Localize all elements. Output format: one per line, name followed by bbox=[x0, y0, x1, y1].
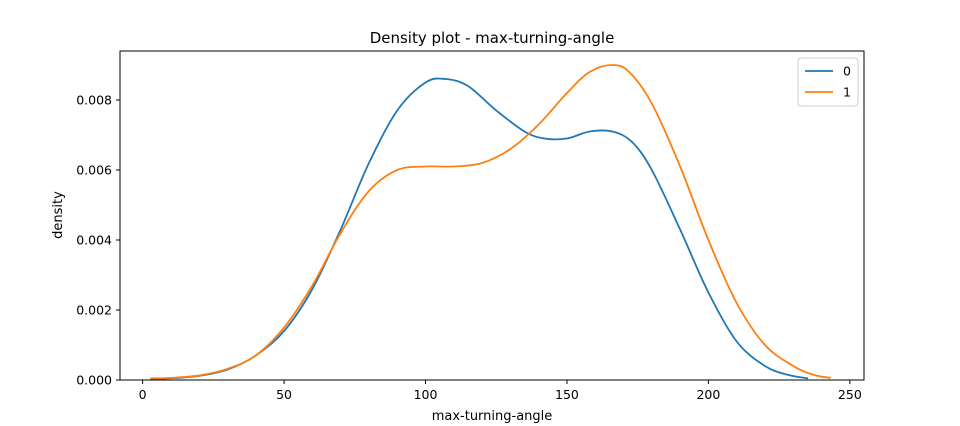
x-tick-label: 250 bbox=[838, 387, 862, 402]
y-tick-label: 0.002 bbox=[76, 303, 112, 318]
plot-frame bbox=[119, 50, 865, 381]
x-tick-label: 0 bbox=[139, 387, 147, 402]
y-axis-label: density bbox=[51, 191, 66, 239]
x-axis-label: max-turning-angle bbox=[432, 409, 553, 424]
y-tick-label: 0.000 bbox=[76, 373, 112, 388]
y-tick-label: 0.004 bbox=[76, 233, 112, 248]
y-tick-label: 0.008 bbox=[76, 93, 112, 108]
series-line-0 bbox=[150, 77, 809, 380]
legend-box bbox=[797, 57, 859, 107]
chart-title: Density plot - max-turning-angle bbox=[370, 29, 615, 47]
x-tick-label: 100 bbox=[414, 387, 438, 402]
legend: 01 bbox=[797, 57, 859, 107]
x-tick-label: 50 bbox=[276, 387, 292, 402]
series-line-1 bbox=[150, 64, 831, 380]
plot-content bbox=[150, 64, 831, 380]
legend-label-0: 0 bbox=[843, 64, 851, 79]
axes: 0 50 100 150 200 250 0.000 0.002 0.004 0.006 0.008 bbox=[76, 50, 865, 402]
y-tick-label: 0.006 bbox=[76, 163, 112, 178]
x-tick-label: 150 bbox=[555, 387, 579, 402]
x-tick-label: 200 bbox=[696, 387, 720, 402]
legend-label-1: 1 bbox=[843, 85, 851, 100]
